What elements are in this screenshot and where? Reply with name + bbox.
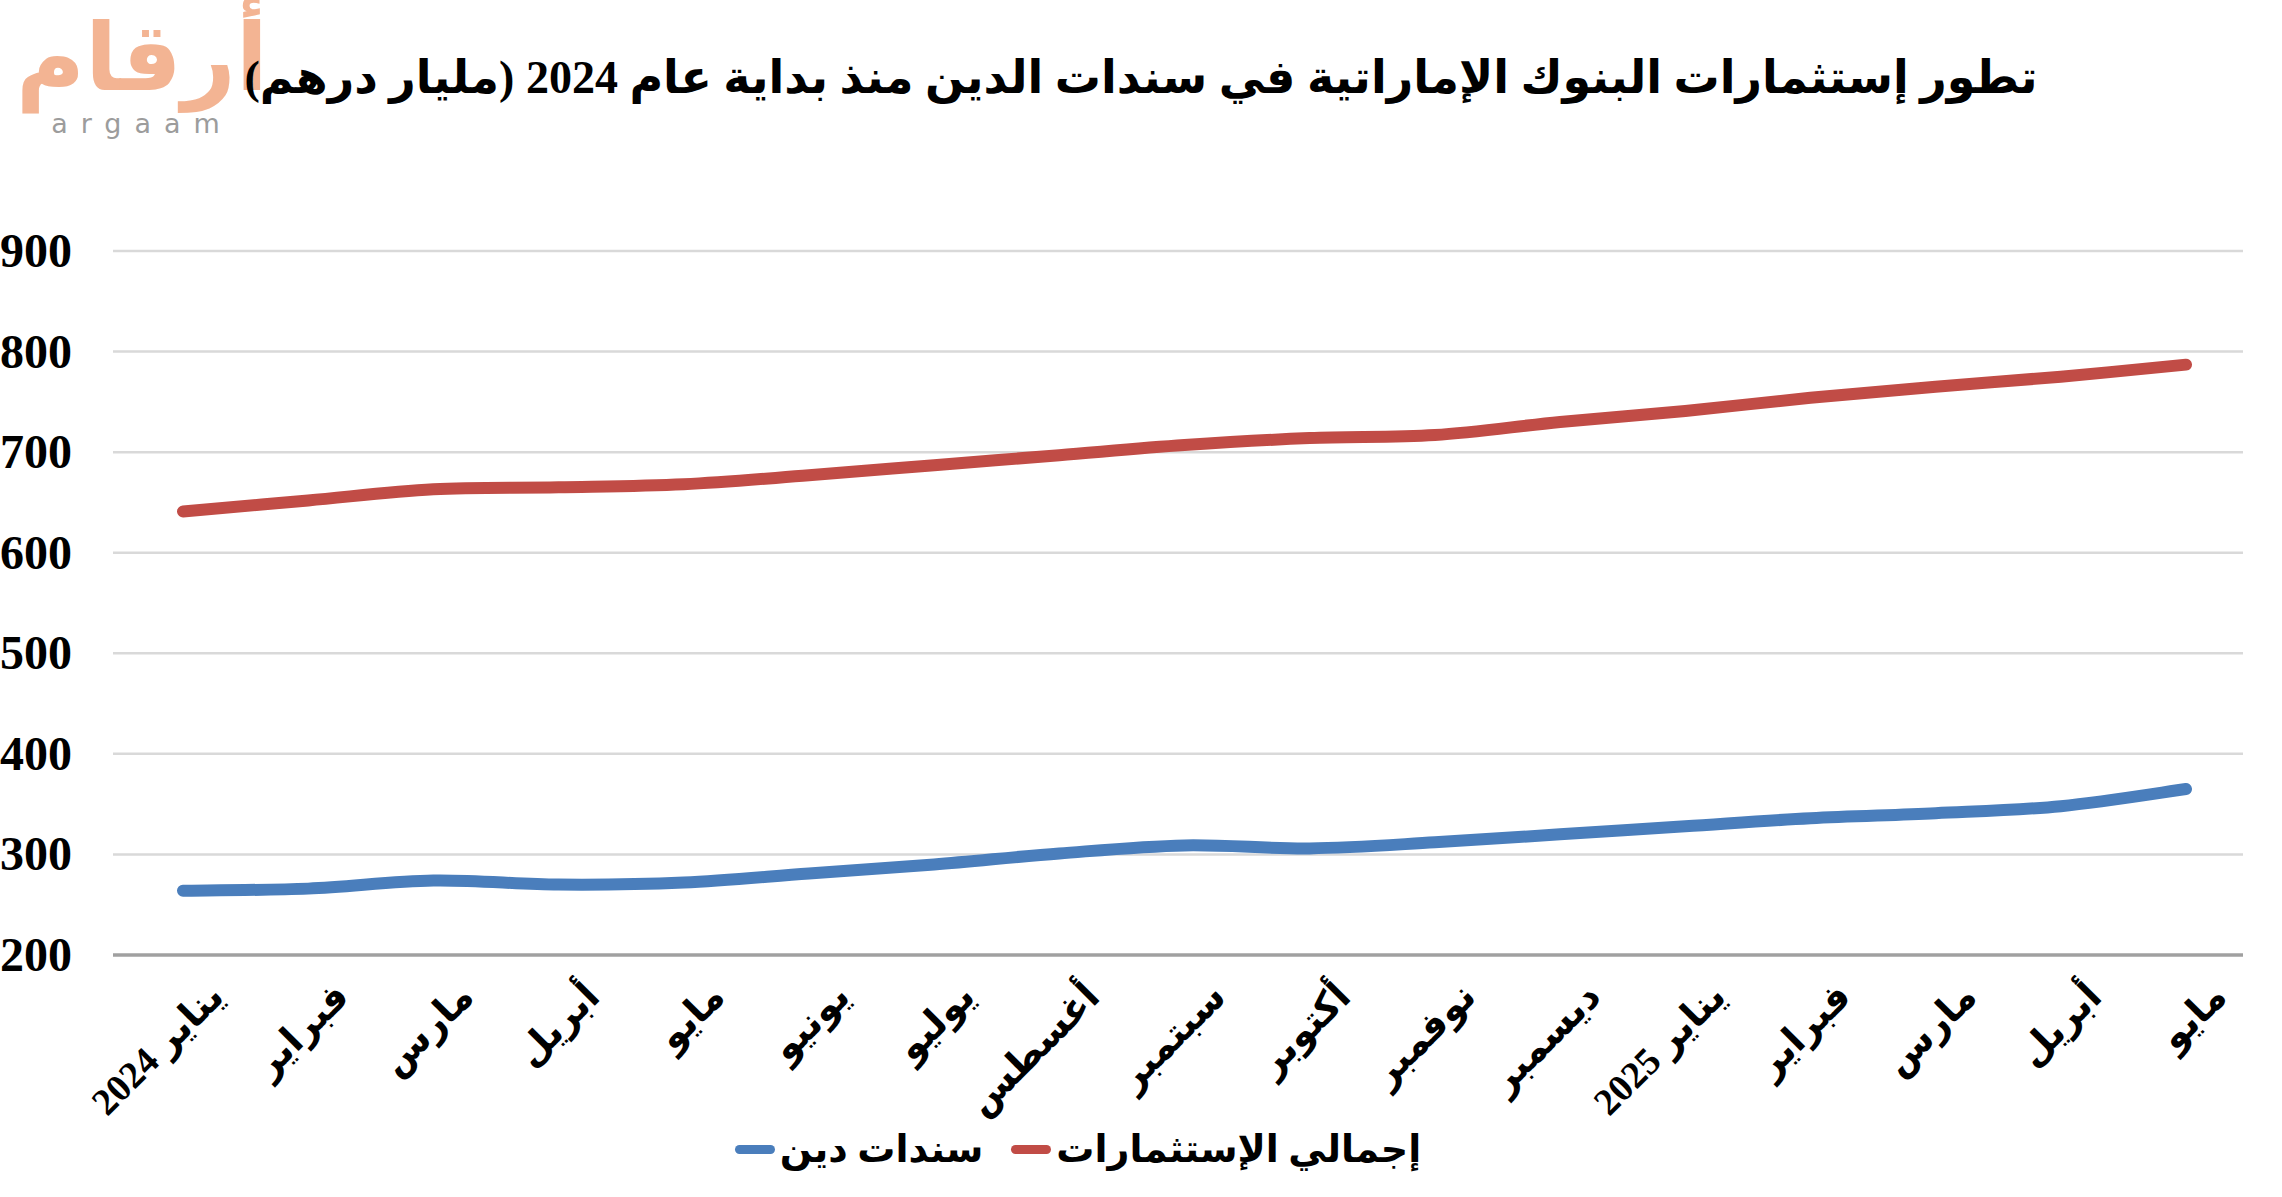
y-tick-label: 400 [0,726,64,782]
y-tick-label: 500 [0,625,64,681]
y-tick-label: 300 [0,826,64,882]
y-tick-label: 800 [0,324,64,380]
legend-marker-total-investments [1011,1145,1051,1154]
page: { "logo": { "arabic": "أرقام", "latin": … [0,0,2282,1197]
legend-marker-debt-bonds [735,1145,775,1154]
y-tick-label: 900 [0,223,64,279]
legend-label-total-investments: إجمالي الإستثمارات [1056,1127,1421,1171]
y-tick-label: 600 [0,525,64,581]
y-tick-label: 200 [0,927,64,983]
legend-label-debt-bonds: سندات دين [780,1127,984,1171]
legend-item-debt-bonds: سندات دين [735,1127,984,1171]
chart-legend: سندات دين إجمالي الإستثمارات [0,1124,2156,1174]
y-tick-label: 700 [0,424,64,480]
total-investments-line [183,365,2186,512]
legend-item-total-investments: إجمالي الإستثمارات [1011,1127,1421,1171]
debt-bonds-line [183,789,2186,891]
